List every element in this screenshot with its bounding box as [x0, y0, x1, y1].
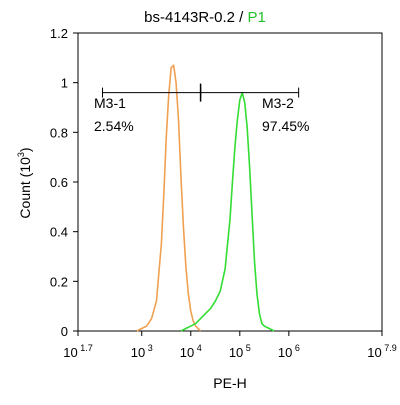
chart-title: bs-4143R-0.2 / P1	[144, 9, 266, 26]
y-tick-label: 0.8	[50, 125, 68, 140]
y-axis-label-exponent: 3	[16, 152, 26, 157]
gate-1-name: M3-1	[94, 95, 126, 111]
x-tick-label: 10 5	[229, 343, 251, 360]
gate-2-name: M3-2	[262, 95, 294, 111]
gate-layer: M3-1 2.54% M3-2 97.45%	[94, 83, 309, 134]
x-axis-ticks: 10 1.7 10 3 10 4 10 5 10 6 10 7.9	[63, 331, 397, 360]
y-axis-ticks: 0 0.2 0.4 0.6 0.8 1 1.2	[50, 26, 78, 339]
plot-frame	[77, 32, 383, 332]
series-line-1	[136, 64, 202, 332]
x-tick-label: 10 7.9	[367, 343, 396, 360]
y-axis-label-base: Count	[17, 181, 33, 218]
y-tick-label: 0.2	[50, 274, 68, 289]
y-tick-label: 1.2	[50, 26, 68, 41]
series-layer	[136, 64, 275, 332]
y-tick-label: 0	[61, 324, 68, 339]
x-tick-label: 10 3	[131, 343, 153, 360]
x-axis-label: PE-H	[213, 375, 246, 391]
y-tick-label: 0.6	[50, 175, 68, 190]
gate-1-percent: 2.54%	[94, 118, 134, 134]
y-tick-label: 0.4	[50, 225, 68, 240]
x-tick-label: 10 1.7	[63, 343, 92, 360]
gate-2-percent: 97.45%	[262, 118, 309, 134]
y-axis-label: Count (103)	[16, 147, 33, 218]
x-tick-label: 10 6	[278, 343, 300, 360]
x-tick-label: 10 4	[180, 343, 202, 360]
y-tick-label: 1	[61, 76, 68, 91]
series-line-2	[180, 91, 275, 332]
